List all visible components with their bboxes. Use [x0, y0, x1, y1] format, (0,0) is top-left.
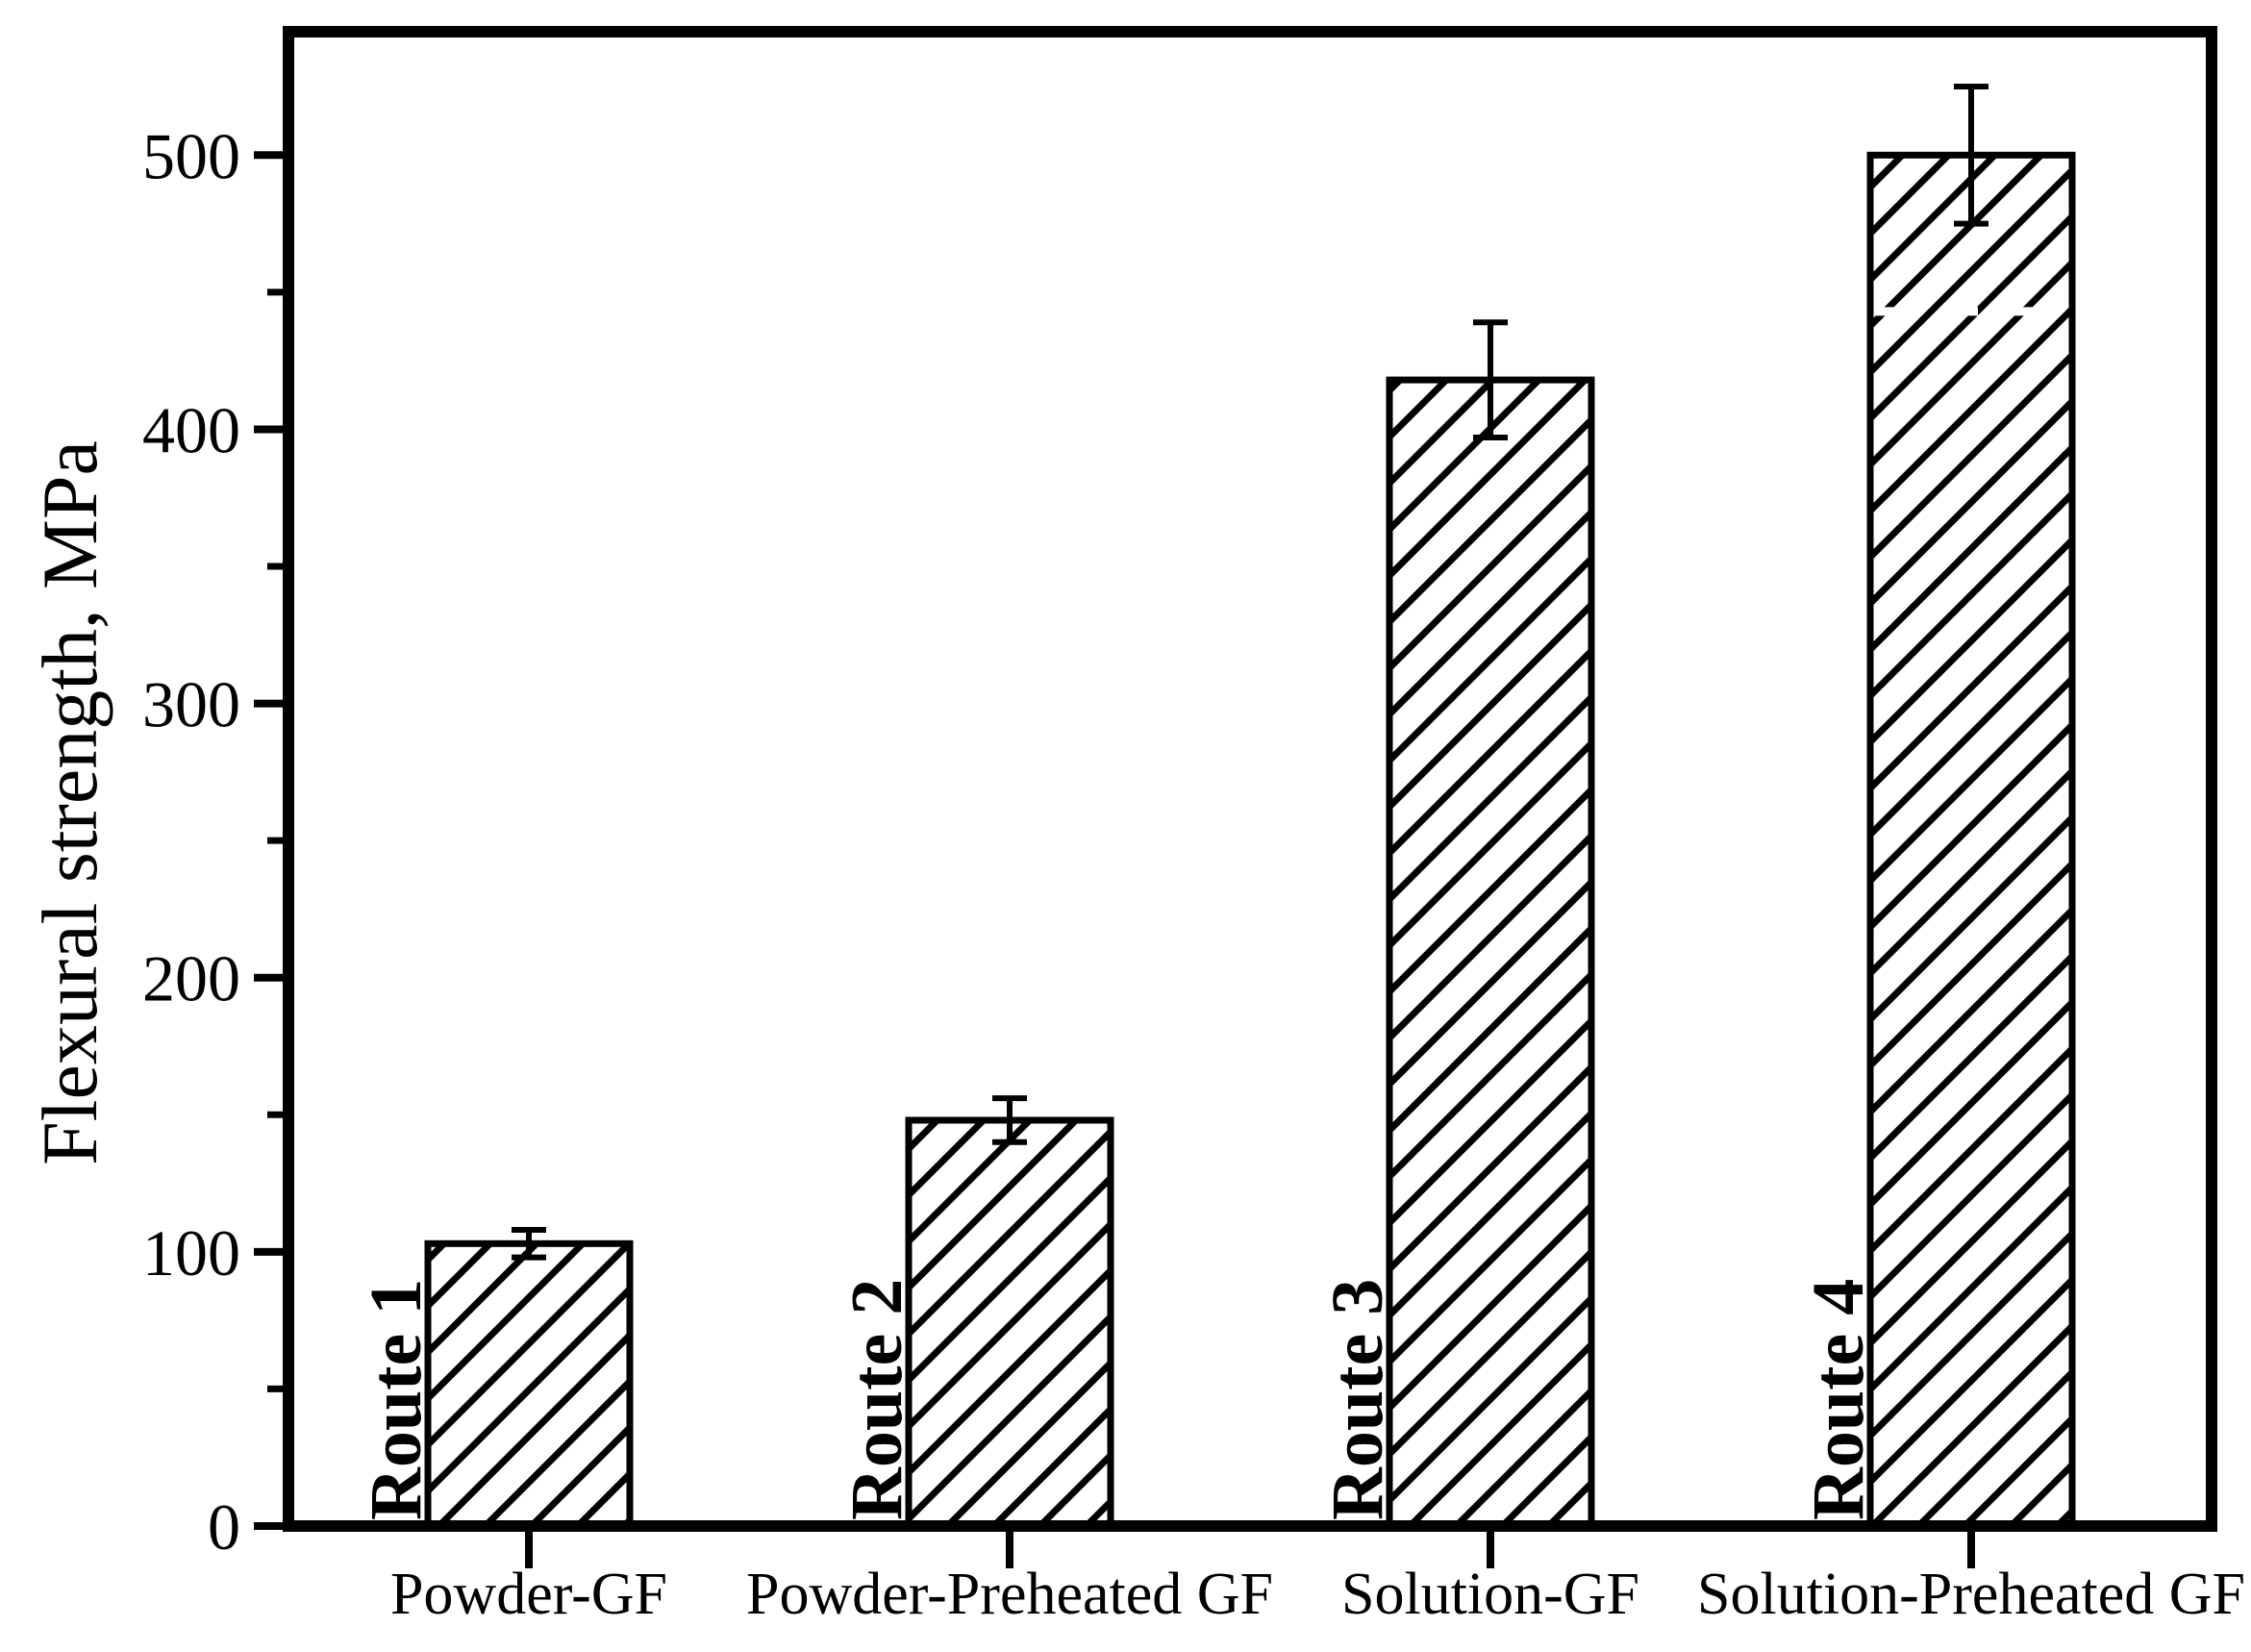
- x-tick-label-powder-preheated-gf: Powder-Preheated GF: [746, 1562, 1273, 1627]
- bar-label-route-2: Route 2: [837, 1279, 917, 1520]
- error-bars-layer: [512, 84, 1988, 1261]
- y-tick-label-0: 0: [208, 1490, 240, 1564]
- bar-label-route-4: Route 4: [1798, 1279, 1879, 1520]
- error-bar-powder-preheated-gf: [992, 1095, 1027, 1145]
- y-tick-label-300: 300: [142, 668, 240, 741]
- y-tick-label-100: 100: [142, 1216, 240, 1289]
- labels-layer: Route 1 Route 2 Route 3 Route 4 0 100 200 300 40…: [142, 119, 2245, 1627]
- y-tick-label-500: 500: [142, 119, 240, 192]
- axes-layer: [254, 26, 2217, 1568]
- y-axis-title: Flexural strength, MPa: [26, 440, 113, 1165]
- x-tick-label-powder-gf: Powder-GF: [390, 1562, 667, 1627]
- bar-label-route-1: Route 1: [356, 1279, 437, 1520]
- bar-powder-preheated-gf: [905, 1116, 1114, 1530]
- bar-powder-gf: [424, 1239, 634, 1530]
- bar-label-route-3: Route 3: [1317, 1279, 1398, 1520]
- x-tick-label-solution-gf: Solution-GF: [1341, 1562, 1639, 1627]
- bar-solution-preheated-gf: [1866, 151, 2076, 1530]
- plot-frame: [283, 26, 2217, 1532]
- y-tick-label-400: 400: [142, 393, 240, 466]
- error-bar-powder-gf: [512, 1227, 546, 1261]
- bar-solution-gf: [1386, 376, 1595, 1530]
- x-tick-label-solution-preheated-gf: Solution-Preheated GF: [1697, 1562, 2245, 1627]
- y-tick-label-200: 200: [142, 942, 240, 1015]
- error-bar-solution-gf: [1473, 319, 1508, 441]
- error-bar-solution-preheated-gf: [1954, 84, 1988, 227]
